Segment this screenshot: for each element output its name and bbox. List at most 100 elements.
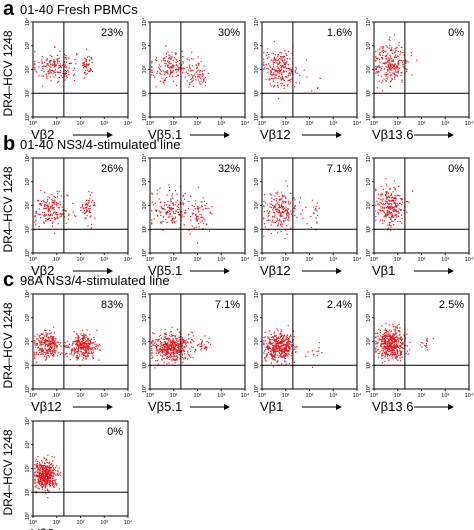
event-dot: [203, 344, 205, 346]
event-dot: [291, 68, 293, 71]
event-dot: [34, 351, 36, 353]
event-dot: [47, 348, 49, 350]
event-dot: [42, 333, 44, 335]
event-dot: [84, 345, 86, 347]
event-dot: [174, 343, 176, 345]
event-dot: [48, 197, 51, 199]
event-dot: [287, 212, 289, 214]
event-dot: [282, 196, 284, 198]
event-dot: [60, 67, 63, 69]
event-dot: [388, 47, 390, 49]
event-dot: [170, 335, 173, 337]
event-dot: [388, 199, 390, 202]
event-dot: [282, 78, 284, 80]
event-dot: [269, 83, 271, 85]
event-dot: [52, 73, 54, 75]
event-dot: [316, 221, 318, 223]
event-dot: [38, 482, 40, 484]
event-dot: [282, 56, 284, 58]
event-dot: [397, 210, 399, 212]
event-dot: [90, 57, 93, 59]
event-dot: [391, 346, 393, 348]
event-dot: [285, 217, 287, 219]
event-dot: [169, 74, 171, 76]
event-dot: [271, 358, 273, 360]
event-dot: [42, 62, 44, 64]
event-dot: [50, 206, 52, 208]
event-dot: [45, 469, 47, 471]
event-dot: [163, 59, 165, 62]
event-dot: [47, 344, 49, 347]
event-dot: [86, 63, 88, 65]
event-dot: [157, 340, 159, 342]
event-dot: [197, 344, 199, 346]
event-dot: [388, 348, 390, 350]
event-dot: [281, 59, 284, 62]
event-dot: [400, 74, 402, 76]
event-dot: [391, 357, 393, 359]
event-dot: [198, 69, 200, 71]
event-dot: [281, 198, 283, 200]
percent-label: 0%: [107, 426, 123, 438]
event-dot: [197, 207, 200, 209]
event-dot: [164, 333, 166, 335]
percent-label: 2.5%: [439, 299, 464, 311]
event-dot: [270, 224, 272, 226]
event-dot: [397, 338, 399, 340]
event-dot: [202, 79, 205, 81]
event-dot: [266, 354, 268, 356]
event-dot: [46, 473, 48, 475]
event-dot: [47, 352, 50, 354]
event-dot: [47, 206, 49, 208]
event-dot: [273, 351, 275, 353]
event-dot: [387, 59, 389, 61]
event-dot: [40, 352, 42, 354]
event-dot: [195, 217, 197, 220]
event-dot: [291, 71, 293, 73]
event-dot: [157, 349, 159, 351]
event-dot: [45, 471, 47, 473]
event-dot: [389, 62, 391, 65]
event-dot: [198, 64, 200, 66]
event-dot: [269, 65, 271, 67]
event-dot: [45, 332, 47, 334]
event-dot: [46, 340, 48, 342]
event-dot: [278, 338, 280, 340]
event-dot: [44, 476, 46, 478]
event-dot: [388, 213, 390, 215]
event-dot: [267, 346, 269, 348]
event-dot: [169, 189, 171, 191]
event-dot: [160, 337, 162, 339]
event-dot: [396, 205, 398, 207]
event-dot: [176, 205, 178, 207]
event-dot: [403, 209, 405, 211]
event-dot: [298, 201, 300, 203]
event-dot: [391, 347, 393, 349]
event-dot: [378, 66, 380, 68]
event-dot: [168, 340, 170, 342]
event-dot: [45, 483, 47, 486]
event-dot: [81, 353, 83, 356]
event-dot: [190, 346, 193, 348]
event-dot: [41, 472, 44, 474]
event-dot: [151, 351, 153, 354]
event-dot: [52, 350, 55, 352]
event-dot: [34, 464, 36, 466]
x-tick-label: 10⁴: [465, 256, 474, 263]
event-dot: [393, 345, 395, 348]
event-dot: [286, 67, 288, 69]
event-dot: [51, 469, 53, 471]
event-dot: [395, 356, 397, 358]
event-dot: [37, 353, 40, 355]
event-dot: [160, 60, 162, 62]
event-dot: [171, 207, 173, 210]
event-dot: [156, 355, 158, 357]
event-dot: [58, 474, 60, 476]
event-dot: [49, 344, 51, 346]
event-dot: [178, 343, 180, 345]
y-tick-label: 10⁰: [253, 384, 260, 393]
event-dot: [391, 78, 393, 80]
event-dot: [394, 208, 396, 211]
event-dot: [274, 335, 276, 337]
event-dot: [34, 482, 36, 484]
